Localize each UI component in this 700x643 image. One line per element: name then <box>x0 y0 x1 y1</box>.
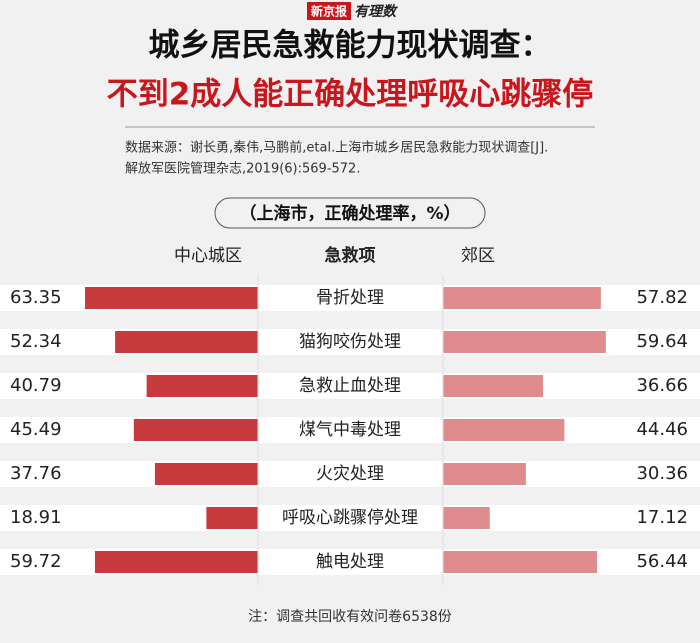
bar <box>443 419 565 441</box>
value-label: 52.34 <box>10 331 62 352</box>
row-band <box>0 505 700 531</box>
brand-column: 有理数 <box>354 3 398 20</box>
row-band <box>0 373 700 399</box>
value-label: 44.46 <box>636 419 688 440</box>
source: 解放军医院管理杂志,2019(6):569-572. <box>125 162 360 177</box>
row-band <box>0 417 700 443</box>
right-header: 郊区 <box>461 246 495 266</box>
brand-name: 新京报 <box>311 4 347 19</box>
bar <box>146 375 258 397</box>
bar <box>443 463 526 485</box>
value-label: 18.91 <box>10 507 62 528</box>
category-label: 呼吸心跳骤停处理 <box>282 508 418 528</box>
row-band <box>0 461 700 487</box>
bar <box>85 287 258 309</box>
value-label: 59.64 <box>636 331 688 352</box>
chart-subtitle: 不到2成人能正确处理呼吸心跳骤停 <box>107 77 594 113</box>
bar <box>443 551 598 573</box>
value-label: 59.72 <box>10 551 62 572</box>
category-label: 触电处理 <box>316 552 384 572</box>
bar <box>443 507 490 529</box>
chart-title: 城乡居民急救能力现状调查： <box>149 28 552 64</box>
category-label: 煤气中毒处理 <box>299 420 401 440</box>
bar <box>115 331 258 353</box>
left-header: 中心城区 <box>174 246 242 266</box>
value-label: 30.36 <box>636 463 688 484</box>
category-label: 骨折处理 <box>316 288 384 308</box>
value-label: 17.12 <box>636 507 688 528</box>
category-label: 火灾处理 <box>316 464 384 484</box>
bar <box>443 375 544 397</box>
value-label: 37.76 <box>10 463 62 484</box>
category-label: 猫狗咬伤处理 <box>299 332 401 352</box>
unit-pill <box>214 197 486 229</box>
bar <box>443 287 601 309</box>
value-label: 57.82 <box>636 287 688 308</box>
value-label: 56.44 <box>636 551 688 572</box>
bar <box>133 419 258 441</box>
source: 数据来源：谢长勇,秦伟,马鹏前,etal.上海市城乡居民急救能力现状调查[J]. <box>125 140 548 156</box>
unit-label: （上海市，正确处理率，%） <box>239 203 460 224</box>
category-label: 急救止血处理 <box>299 376 401 396</box>
bar <box>443 331 606 353</box>
bar <box>94 551 258 573</box>
value-label: 40.79 <box>10 375 62 396</box>
value-label: 36.66 <box>636 375 688 396</box>
bar <box>154 463 258 485</box>
note: 注：调查共回收有效问卷6538份 <box>248 609 452 625</box>
value-label: 45.49 <box>10 419 62 440</box>
brand-box <box>307 2 351 20</box>
bar <box>206 507 258 529</box>
category-header: 急救项 <box>325 245 376 266</box>
value-label: 63.35 <box>10 287 62 308</box>
